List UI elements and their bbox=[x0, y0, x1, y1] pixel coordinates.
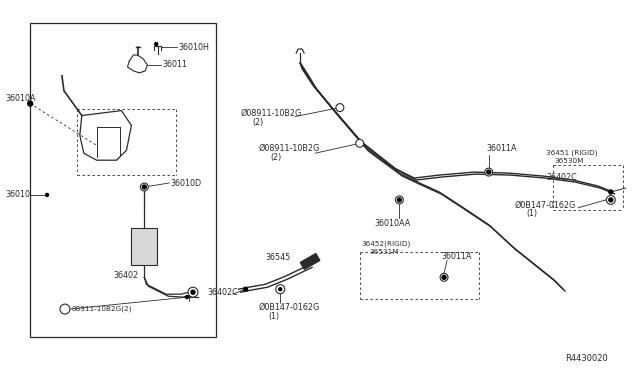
Circle shape bbox=[396, 196, 403, 204]
Text: 36011: 36011 bbox=[162, 60, 187, 70]
Circle shape bbox=[191, 290, 195, 294]
Circle shape bbox=[276, 285, 285, 294]
Circle shape bbox=[244, 287, 248, 291]
Circle shape bbox=[336, 104, 344, 112]
Text: 36402C: 36402C bbox=[208, 288, 239, 297]
Circle shape bbox=[356, 140, 364, 147]
Polygon shape bbox=[300, 254, 320, 269]
Text: (1): (1) bbox=[527, 209, 538, 218]
Text: 36531M: 36531M bbox=[370, 250, 399, 256]
Text: Ø08911-10B2G: Ø08911-10B2G bbox=[259, 144, 320, 153]
Text: 36451 (RIGID): 36451 (RIGID) bbox=[547, 149, 598, 155]
Circle shape bbox=[484, 168, 493, 176]
Text: N: N bbox=[63, 307, 67, 312]
Text: 36530M: 36530M bbox=[554, 158, 584, 164]
Circle shape bbox=[442, 275, 446, 279]
Text: 36010AA: 36010AA bbox=[374, 219, 411, 228]
Circle shape bbox=[397, 198, 401, 202]
Text: (2): (2) bbox=[253, 118, 264, 127]
Bar bbox=[131, 228, 157, 265]
Bar bbox=[30, 23, 216, 337]
Circle shape bbox=[60, 304, 70, 314]
Text: 36011A: 36011A bbox=[487, 144, 517, 153]
Circle shape bbox=[609, 190, 612, 194]
Text: N: N bbox=[338, 105, 342, 110]
Text: 08911-10B2G(2): 08911-10B2G(2) bbox=[72, 306, 132, 312]
Text: (1): (1) bbox=[268, 311, 280, 321]
Circle shape bbox=[140, 183, 148, 191]
Text: 36452(RIGID): 36452(RIGID) bbox=[362, 240, 411, 247]
Text: 36402: 36402 bbox=[113, 271, 139, 280]
Text: Ø08911-10B2G: Ø08911-10B2G bbox=[241, 109, 302, 118]
Text: B: B bbox=[278, 287, 282, 292]
Circle shape bbox=[45, 193, 49, 196]
Circle shape bbox=[606, 195, 615, 204]
Circle shape bbox=[186, 296, 189, 299]
Text: B: B bbox=[609, 198, 612, 202]
Text: Ø0B147-0162G: Ø0B147-0162G bbox=[515, 201, 576, 209]
Circle shape bbox=[440, 273, 448, 281]
Circle shape bbox=[609, 198, 612, 202]
Circle shape bbox=[155, 42, 157, 45]
Circle shape bbox=[279, 288, 282, 291]
Text: N: N bbox=[358, 141, 362, 146]
Text: 36010D: 36010D bbox=[170, 179, 201, 187]
Text: 36545: 36545 bbox=[266, 253, 291, 262]
Text: 36010A: 36010A bbox=[5, 94, 36, 103]
Text: Ø0B147-0162G: Ø0B147-0162G bbox=[259, 302, 320, 312]
Text: 36011A: 36011A bbox=[441, 252, 472, 261]
Circle shape bbox=[28, 101, 33, 106]
Circle shape bbox=[142, 185, 147, 189]
Circle shape bbox=[487, 170, 491, 174]
Text: (2): (2) bbox=[270, 153, 282, 162]
Text: 36010: 36010 bbox=[5, 190, 30, 199]
Text: 36010H: 36010H bbox=[178, 42, 209, 52]
Circle shape bbox=[188, 287, 198, 297]
Text: 36402C: 36402C bbox=[547, 173, 577, 182]
Text: R4430020: R4430020 bbox=[565, 354, 608, 363]
